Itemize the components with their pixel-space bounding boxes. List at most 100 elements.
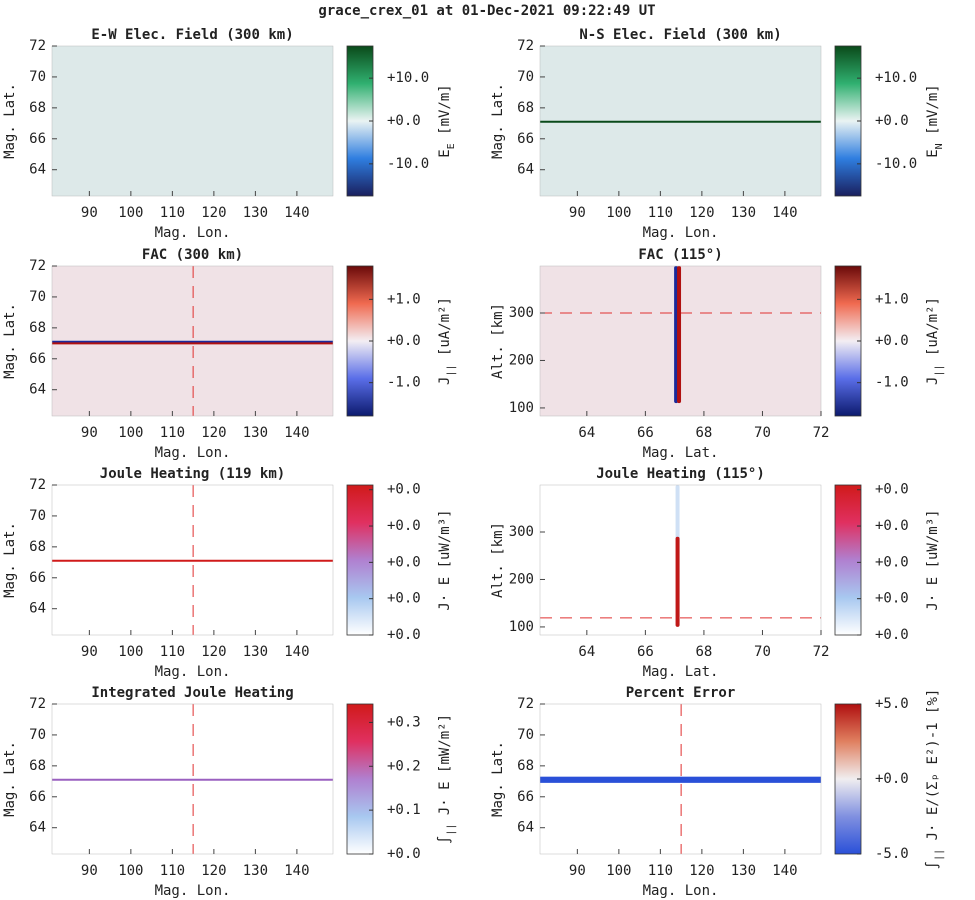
y-tick-label: 64 (29, 162, 46, 178)
x-tick-label: 140 (772, 205, 797, 221)
colorbar-label: J· E [uW/m³] (925, 509, 941, 610)
y-tick-label: 200 (509, 571, 534, 587)
colorbar-tick-label: -10.0 (875, 156, 917, 172)
y-tick-label: 68 (29, 320, 46, 336)
colorbar-tick-label: +0.0 (875, 771, 909, 787)
colorbar-label-rest: [mV/m] (925, 84, 941, 143)
y-tick-label: 70 (29, 508, 46, 524)
x-tick-label: 90 (81, 205, 98, 221)
x-axis-label: Mag. Lon. (155, 664, 231, 680)
x-tick-label: 70 (754, 425, 771, 441)
features (52, 266, 333, 416)
y-tick-label: 200 (509, 352, 534, 368)
colorbar-label-sub: || (446, 364, 457, 376)
y-tick-label: 70 (517, 727, 534, 743)
data-spike (675, 536, 680, 627)
y-tick-label: 300 (509, 524, 534, 540)
y-tick-label: 70 (29, 289, 46, 305)
plot-background (52, 46, 333, 196)
x-tick-label: 120 (201, 425, 226, 441)
y-tick-label: 64 (29, 601, 46, 617)
x-tick-label: 100 (118, 863, 143, 879)
colorbar-tick-label: +0.0 (387, 846, 421, 862)
x-tick-label: 72 (813, 425, 830, 441)
y-tick-label: 64 (517, 162, 534, 178)
colorbar-label-sub: || (934, 849, 945, 861)
colorbar-label-rest: [uA/m²] (925, 297, 941, 364)
y-tick-label: 72 (29, 38, 46, 54)
y-tick-label: 64 (517, 820, 534, 836)
colorbar-label-rest: [uA/m²] (437, 297, 453, 364)
colorbar-tick-label: +5.0 (875, 696, 909, 712)
x-tick-label: 100 (606, 205, 631, 221)
y-tick-label: 300 (509, 305, 534, 321)
colorbar-label-main: J (437, 377, 453, 385)
colorbar-tick-label: +0.0 (387, 518, 421, 534)
x-tick-label: 90 (569, 205, 586, 221)
panel: Joule Heating (115°) 64 66 68 70 72 100 200 300 M… (490, 466, 941, 680)
y-tick-label: 72 (29, 258, 46, 274)
x-tick-label: 90 (569, 863, 586, 879)
y-tick-label: 70 (29, 69, 46, 85)
features (52, 704, 333, 854)
y-axis-label: Alt. [km] (490, 303, 506, 379)
x-tick-label: 100 (118, 644, 143, 660)
y-tick-label: 66 (517, 789, 534, 805)
colorbar-label-sub: E (446, 143, 457, 149)
x-tick-label: 72 (813, 644, 830, 660)
y-axis-label: Mag. Lat. (2, 741, 18, 817)
x-tick-label: 130 (243, 863, 268, 879)
x-tick-label: 120 (689, 863, 714, 879)
colorbar-tick-label: +0.0 (387, 591, 421, 607)
x-tick-label: 120 (201, 644, 226, 660)
y-tick-label: 100 (509, 400, 534, 416)
x-axis-label: Mag. Lon. (155, 225, 231, 241)
y-tick-label: 66 (517, 131, 534, 147)
y-tick-label: 64 (29, 820, 46, 836)
colorbar-tick-label: -10.0 (387, 156, 429, 172)
x-axis-label: Mag. Lon. (155, 883, 231, 899)
colorbar-label-main: E (437, 149, 453, 157)
plot-frame (51, 45, 334, 197)
colorbar (834, 45, 862, 197)
colorbar-tick-label: +0.0 (387, 333, 421, 349)
colorbar-label-rest: J· E/(Σₚ E²)-1 [%] (925, 689, 941, 849)
y-tick-label: 66 (29, 789, 46, 805)
x-tick-label: 68 (695, 644, 712, 660)
x-tick-label: 100 (118, 205, 143, 221)
panel: Joule Heating (119 km) 90 100 110 120 130 140 6… (2, 466, 453, 680)
x-axis-label: Mag. Lat. (643, 445, 719, 461)
colorbar-label-main: E (925, 149, 941, 157)
y-tick-label: 72 (29, 477, 46, 493)
x-tick-label: 110 (160, 425, 185, 441)
colorbar-label: EN [mV/m] (925, 84, 945, 157)
x-tick-label: 140 (284, 425, 309, 441)
y-tick-label: 66 (29, 131, 46, 147)
colorbar-tick-label: +0.0 (875, 554, 909, 570)
colorbar-tick-label: +0.0 (387, 554, 421, 570)
panel-title: Integrated Joule Heating (91, 685, 293, 701)
features (540, 266, 821, 404)
y-tick-label: 72 (517, 696, 534, 712)
colorbar-label: ∫|| J· E [mW/m²] (436, 714, 457, 844)
x-tick-label: 130 (243, 644, 268, 660)
x-tick-label: 70 (754, 644, 771, 660)
colorbar-label-main: ∫ (924, 861, 941, 869)
panel: E-W Elec. Field (300 km) 90 100 110 120 130 14… (2, 27, 457, 241)
x-tick-label: 140 (284, 863, 309, 879)
panel-title: Joule Heating (115°) (596, 466, 765, 482)
colorbar-tick-label: -5.0 (875, 846, 909, 862)
plot-frame (51, 703, 334, 855)
y-axis-label: Mag. Lat. (490, 741, 506, 817)
x-tick-label: 90 (81, 644, 98, 660)
x-tick-label: 66 (637, 644, 654, 660)
x-axis-label: Mag. Lon. (643, 225, 719, 241)
colorbar-label-sub: N (934, 143, 945, 149)
panel: FAC (300 km) 90 100 110 120 130 140 64 66 68 70 72 M… (2, 247, 457, 461)
colorbar-tick-label: +0.0 (875, 333, 909, 349)
y-tick-label: 68 (517, 100, 534, 116)
plot-frame (51, 265, 334, 417)
colorbar-label-main: J· E [uW/m³] (925, 509, 941, 610)
x-tick-label: 110 (648, 863, 673, 879)
colorbar-label-main: J· E [uW/m³] (437, 509, 453, 610)
